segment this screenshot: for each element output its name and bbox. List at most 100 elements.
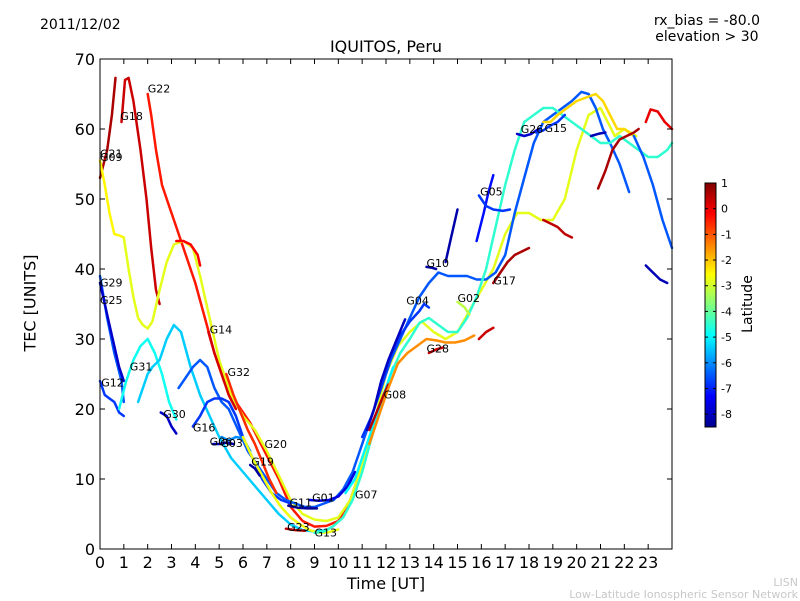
- x-tick-label: 16: [471, 553, 491, 572]
- series-line-g17b: [542, 218, 574, 239]
- y-tick-label: 20: [75, 400, 95, 419]
- series-line-g21: [98, 159, 126, 239]
- series-annotation: G19: [251, 456, 274, 469]
- series-annotation: G32: [228, 366, 251, 379]
- series-annotation: G21: [100, 148, 123, 161]
- series-line-g14: [207, 330, 238, 411]
- x-tick-label: 20: [566, 553, 586, 572]
- series-line-g26: [515, 127, 540, 138]
- x-tick-label: 21: [590, 553, 610, 572]
- series-annotation: G04: [406, 295, 429, 308]
- x-tick-label: 9: [309, 553, 319, 572]
- rx-bias-label: rx_bias = -80.0: [653, 13, 760, 29]
- colorbar-tick-label: -3: [721, 280, 732, 293]
- series-annotation: G06: [210, 435, 233, 448]
- series-line-g30: [159, 411, 178, 435]
- series-annotation: G15: [545, 122, 568, 135]
- x-tick-label: 14: [423, 553, 443, 572]
- y-tick-label: 50: [75, 190, 95, 209]
- series-line-g28b: [477, 326, 495, 341]
- series-line-g26b: [534, 113, 567, 134]
- series-annotation: G17: [493, 274, 516, 287]
- series-line-g31: [117, 337, 178, 421]
- series-line-g15: [542, 92, 636, 138]
- colorbar-tick-label: -5: [721, 331, 732, 344]
- x-tick-label: 15: [447, 553, 467, 572]
- x-tick-label: 2: [143, 553, 153, 572]
- series-line-g25: [98, 281, 126, 383]
- x-tick-label: 1: [119, 553, 129, 572]
- series-annotation: G10: [427, 257, 450, 270]
- x-tick-label: 5: [214, 553, 224, 572]
- chart-title: IQUITOS, Peru: [329, 37, 443, 56]
- x-tick-label: 8: [286, 553, 296, 572]
- series-line-g27: [644, 108, 674, 131]
- series-annotation: G26: [521, 123, 544, 136]
- series-line-g23: [284, 527, 307, 533]
- series-line-g05: [475, 173, 495, 243]
- series-line-g04b: [365, 318, 407, 432]
- series-labels: G22G18G21G09G29G25G12G31G30G16G14G32G06G…: [100, 83, 567, 540]
- series-line-g31b: [136, 323, 328, 533]
- colorbar-tick-label: -4: [721, 305, 732, 318]
- series-line-g02: [456, 300, 471, 316]
- series-line-g31c: [175, 239, 202, 267]
- y-tick-label: 70: [75, 50, 95, 69]
- series-line-g09: [122, 106, 638, 523]
- series-annotation: G23: [287, 521, 310, 534]
- series-annotation: G16: [193, 421, 216, 434]
- series-line-g11: [287, 504, 319, 510]
- series-line-g08b: [368, 334, 476, 446]
- series-line-g19: [248, 463, 261, 477]
- y-tick-label: 60: [75, 120, 95, 139]
- series-line-g25b: [632, 134, 674, 250]
- colorbar-tick-label: 0: [721, 203, 728, 216]
- credit-long: Low-Latitude Ionospheric Sensor Network: [569, 588, 798, 601]
- series-line-g12: [98, 379, 126, 418]
- series-annotation: G02: [458, 292, 481, 305]
- series-line-g18: [98, 76, 117, 180]
- series-line-g06: [211, 441, 235, 446]
- date-label: 2011/12/02: [40, 17, 121, 33]
- x-tick-label: 11: [352, 553, 372, 572]
- series-line-g15b: [589, 131, 607, 138]
- x-tick-label: 22: [614, 553, 634, 572]
- series-annotation: G22: [148, 83, 171, 96]
- series-line-g28: [427, 346, 445, 355]
- series-line-g22: [120, 76, 161, 306]
- series-line-g05b: [477, 194, 512, 213]
- x-tick-label: 6: [238, 553, 248, 572]
- series-annotation: G05: [480, 186, 503, 199]
- series-annotation: G07: [355, 489, 378, 502]
- series-annotation: G20: [265, 438, 288, 451]
- x-tick-label: 12: [376, 553, 396, 572]
- x-tick-label: 17: [495, 553, 515, 572]
- x-axis-label: Time [UT]: [346, 574, 426, 593]
- series-line-g10b: [444, 208, 459, 264]
- series-line-g17: [492, 246, 531, 285]
- series-annotation: G18: [120, 110, 143, 123]
- series-line-g01: [308, 470, 357, 502]
- x-tick-label: 4: [190, 553, 200, 572]
- series-line-g32: [225, 372, 278, 495]
- x-tick-label: 19: [543, 553, 563, 572]
- series-annotation: G31: [130, 361, 153, 374]
- colorbar: [704, 182, 717, 428]
- colorbar-ticks: 1 0 -1 -2 -3 -4 -5 -6 -7 -8: [705, 177, 732, 421]
- series-group: [98, 76, 674, 535]
- x-tick-label: 7: [262, 553, 272, 572]
- series-annotation: G01: [312, 491, 335, 504]
- y-tick-label: 30: [75, 330, 95, 349]
- x-tick-label: 3: [166, 553, 176, 572]
- y-tick-label: 0: [85, 540, 95, 559]
- series-annotation: G28: [427, 342, 450, 355]
- series-annotation: G14: [210, 323, 233, 336]
- series-annotation: G13: [315, 526, 338, 539]
- y-tick-label: 10: [75, 470, 95, 489]
- x-tick-label: 0: [95, 553, 105, 572]
- series-annotation: G03: [220, 437, 243, 450]
- series-line-g13: [313, 106, 674, 535]
- series-annotation: G12: [101, 377, 124, 390]
- series-line-g08: [368, 383, 390, 432]
